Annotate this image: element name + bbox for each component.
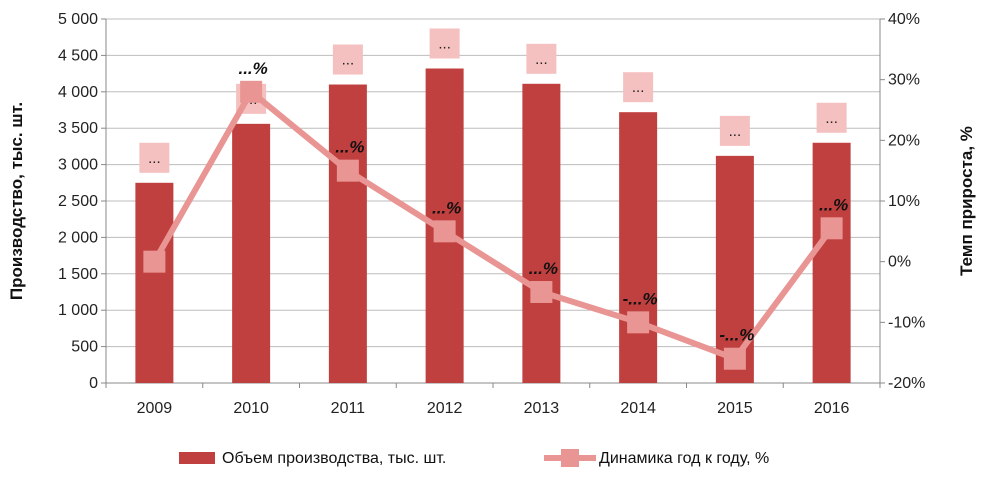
legend: Объем производства, тыс. шт. Динамика го… bbox=[179, 449, 769, 467]
left-tick-label: 3 500 bbox=[58, 120, 98, 137]
line-marker bbox=[240, 80, 263, 103]
bar-label-box bbox=[526, 43, 557, 74]
bar-data-label: ... bbox=[535, 51, 548, 68]
bar-data-label: ... bbox=[729, 123, 742, 140]
bar-label-box bbox=[816, 102, 847, 133]
right-axis-title: Темп прироста, % bbox=[957, 126, 976, 276]
left-tick-label: 2 500 bbox=[58, 193, 98, 210]
x-tick-label: 2011 bbox=[331, 400, 366, 417]
bar-data-label: ... bbox=[342, 52, 355, 69]
line-marker bbox=[820, 217, 843, 240]
right-tick-label: -10% bbox=[888, 314, 925, 331]
bar bbox=[619, 112, 658, 384]
x-tick-label: 2012 bbox=[427, 400, 463, 417]
line-marker bbox=[723, 347, 746, 370]
left-tick-label: 5 000 bbox=[58, 11, 98, 28]
bar-data-label: ... bbox=[632, 79, 645, 96]
bar bbox=[522, 83, 561, 384]
x-tick-label: 2014 bbox=[620, 400, 656, 417]
bar bbox=[812, 142, 851, 383]
left-tick-label: 4 000 bbox=[58, 84, 98, 101]
bar-data-label: ... bbox=[825, 110, 838, 127]
line-marker bbox=[143, 250, 166, 273]
line-marker bbox=[627, 311, 650, 334]
right-tick-label: 20% bbox=[888, 132, 920, 149]
x-tick-label: 2010 bbox=[233, 400, 269, 417]
right-tick-label: 30% bbox=[888, 72, 920, 89]
line-marker bbox=[336, 159, 359, 182]
line-data-label: ...% bbox=[529, 259, 558, 278]
bar-label-box bbox=[623, 72, 654, 103]
left-tick-label: 500 bbox=[71, 339, 98, 356]
line-data-labels: ...%...%...%...% -...% -...%...% bbox=[238, 59, 848, 345]
bar bbox=[328, 84, 367, 384]
left-tick-label: 1 000 bbox=[58, 302, 98, 319]
bar-label-box bbox=[139, 142, 170, 173]
line-series bbox=[143, 80, 843, 370]
line-data-label: ...% bbox=[238, 59, 267, 78]
right-tick-label: 10% bbox=[888, 193, 920, 210]
right-axis: -20% -10% 0% 10% 20% 30% 40% bbox=[879, 11, 925, 392]
left-tick-label: 1 500 bbox=[58, 266, 98, 283]
line-data-label: -...% bbox=[623, 289, 658, 308]
x-axis: 2009 2010 2011 2012 2013 2014 2015 2016 bbox=[105, 382, 881, 417]
left-tick-label: 4 500 bbox=[58, 47, 98, 64]
left-axis: 0 500 1 000 1 500 2 000 2 500 3 000 3 500 4 000 4… bbox=[58, 11, 107, 392]
x-tick-label: 2013 bbox=[524, 400, 560, 417]
left-axis-title: Производство, тыс. шт. bbox=[7, 102, 26, 300]
bar-label-box bbox=[719, 115, 750, 146]
bar-data-label: ... bbox=[438, 36, 451, 53]
line-data-label: -...% bbox=[719, 326, 754, 345]
left-tick-label: 0 bbox=[89, 375, 98, 392]
bar-label-box bbox=[332, 44, 363, 75]
bar bbox=[232, 123, 271, 383]
right-tick-label: -20% bbox=[888, 375, 925, 392]
x-tick-label: 2016 bbox=[814, 400, 850, 417]
left-tick-label: 3 000 bbox=[58, 157, 98, 174]
x-tick-label: 2009 bbox=[137, 400, 173, 417]
legend-line-label: Динамика год к году, % bbox=[599, 450, 769, 467]
legend-bar-label: Объем производства, тыс. шт. bbox=[222, 450, 446, 467]
bar bbox=[135, 182, 174, 383]
bar-data-label: ... bbox=[148, 150, 161, 167]
right-tick-label: 0% bbox=[888, 254, 911, 271]
right-tick-label: 40% bbox=[888, 11, 920, 28]
growth-line bbox=[151, 88, 835, 362]
gridlines bbox=[106, 18, 880, 384]
legend-bar-swatch bbox=[179, 452, 215, 464]
line-marker bbox=[433, 220, 456, 243]
x-tick-label: 2015 bbox=[717, 400, 753, 417]
left-tick-label: 2 000 bbox=[58, 229, 98, 246]
legend-line-marker bbox=[561, 449, 579, 467]
line-data-label: ...% bbox=[819, 195, 848, 214]
line-data-label: ...% bbox=[335, 138, 364, 157]
line-data-label: ...% bbox=[432, 198, 461, 217]
bar-label-box bbox=[429, 28, 460, 59]
line-marker bbox=[530, 281, 553, 303]
